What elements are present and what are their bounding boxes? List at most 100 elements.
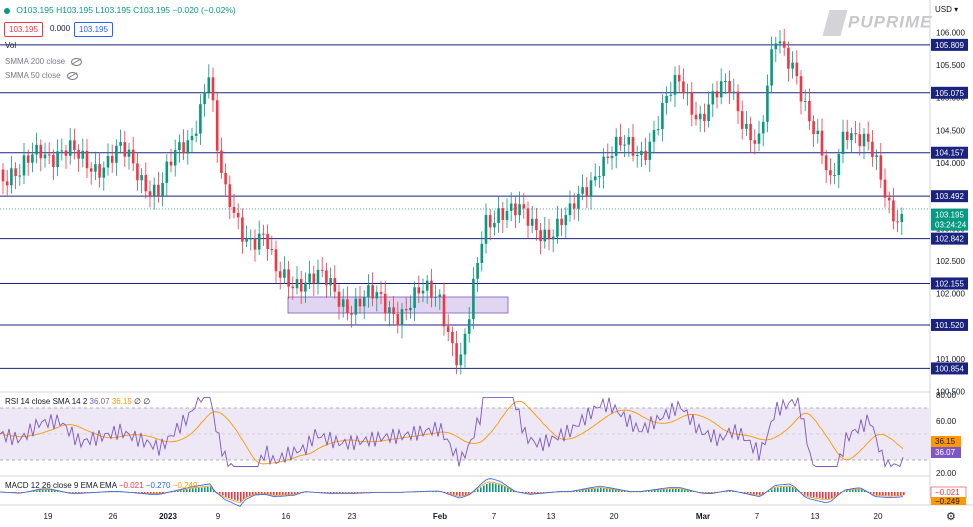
macd-histogram-bar — [768, 491, 770, 492]
candle-body — [60, 150, 64, 152]
candle-body — [858, 134, 862, 147]
macd-histogram-bar — [42, 489, 44, 492]
macd-histogram-bar — [156, 492, 158, 494]
candle-body — [866, 133, 870, 142]
macd-histogram-bar — [855, 489, 857, 492]
macd-histogram-bar — [138, 492, 140, 493]
macd-histogram-bar — [456, 492, 458, 496]
candle-body — [850, 133, 853, 140]
macd-histogram-bar — [195, 488, 197, 492]
candle-body — [862, 133, 866, 147]
rsi-legend[interactable]: RSI 14 close SMA 14 2 36.07 36.15 ∅ ∅ — [5, 397, 150, 406]
candle-body — [736, 91, 740, 112]
macd-histogram-value: −0.021 — [118, 481, 144, 490]
candle-body — [883, 179, 887, 198]
macd-histogram-bar — [162, 492, 164, 494]
macd-histogram-bar — [591, 489, 593, 492]
candle-body — [245, 238, 248, 242]
macd-histogram-bar — [531, 492, 533, 494]
candle-body — [308, 273, 311, 283]
candle-body — [871, 141, 874, 158]
candle-body — [207, 77, 211, 93]
candle-body — [795, 62, 799, 77]
macd-histogram-bar — [276, 492, 278, 496]
candle-body — [152, 184, 156, 197]
macd-histogram-bar — [84, 492, 86, 493]
candle-body — [770, 49, 773, 86]
time-tick-label: 20 — [610, 512, 619, 521]
macd-histogram-bar — [540, 492, 542, 493]
smma200-indicator-label[interactable]: SMMA 200 close — [5, 57, 83, 66]
macd-histogram-bar — [354, 492, 356, 493]
candle-body — [446, 326, 450, 332]
currency-selector[interactable]: USD ▾ — [935, 5, 959, 14]
macd-histogram-bar — [78, 492, 80, 493]
macd-histogram-bar — [15, 492, 17, 493]
candle-body — [350, 313, 353, 315]
settings-gear-icon[interactable]: ⚙ — [946, 511, 956, 523]
candle-body — [341, 299, 345, 307]
hidden-eye-icon[interactable] — [71, 57, 83, 66]
buy-button[interactable]: 103.195 — [74, 22, 113, 37]
macd-histogram-bar — [783, 487, 785, 492]
macd-histogram-bar — [666, 489, 668, 492]
candle-body — [337, 291, 341, 307]
candle-body — [539, 230, 542, 242]
level-price-label: 103.492 — [935, 192, 964, 201]
macd-histogram-bar — [675, 489, 677, 492]
macd-histogram-bar — [672, 489, 674, 492]
volume-indicator-label[interactable]: Vol — [5, 41, 17, 50]
candle-body — [497, 208, 500, 223]
macd-histogram-bar — [597, 488, 599, 492]
candle-body — [661, 102, 664, 130]
candle-body — [669, 94, 673, 96]
candle-body — [598, 176, 601, 178]
level-price-tag — [931, 86, 968, 99]
candle-body — [652, 130, 656, 142]
macd-histogram-bar — [828, 492, 830, 499]
time-tick-label: Feb — [433, 512, 447, 521]
hidden-eye-icon[interactable] — [66, 71, 78, 80]
macd-histogram-bar — [267, 492, 269, 494]
candle-body — [845, 131, 849, 140]
candle-body — [467, 319, 471, 334]
macd-histogram-bar — [237, 492, 239, 501]
candle-body — [484, 214, 488, 244]
macd-histogram-bar — [504, 486, 506, 492]
macd-histogram-bar — [750, 492, 752, 494]
time-tick-label: 16 — [282, 512, 291, 521]
macd-histogram-bar — [843, 491, 845, 493]
candle-body — [220, 150, 223, 173]
candle-body — [568, 203, 572, 215]
candle-body — [480, 243, 484, 263]
bar-countdown-label: 03:24:24 — [935, 221, 967, 230]
macd-signal-tag-label: −0.249 — [935, 497, 960, 506]
macd-histogram-bar — [360, 492, 362, 493]
candle-body — [1, 169, 5, 182]
price-tick-label: 102.000 — [936, 290, 965, 299]
candle-body — [673, 74, 677, 95]
candle-body — [640, 150, 643, 156]
candle-body — [236, 212, 240, 218]
macd-histogram-bar — [348, 492, 350, 493]
price-tick-label: 102.500 — [936, 257, 965, 266]
candle-body — [774, 43, 778, 50]
smma50-indicator-label[interactable]: SMMA 50 close — [5, 71, 78, 80]
candle-body — [73, 140, 76, 150]
candle-body — [463, 333, 467, 355]
macd-histogram-bar — [834, 492, 836, 497]
macd-histogram-bar — [612, 489, 614, 492]
candle-body — [169, 161, 173, 166]
candle-body — [556, 218, 559, 237]
macd-histogram-bar — [213, 489, 215, 492]
sell-button[interactable]: 103.195 — [4, 22, 43, 37]
macd-legend[interactable]: MACD 12 26 close 9 EMA EMA −0.021 −0.270… — [5, 481, 197, 490]
candle-body — [707, 104, 710, 121]
macd-histogram-bar — [333, 492, 335, 493]
macd-histogram-bar — [39, 490, 41, 492]
level-price-tag — [931, 146, 968, 159]
candle-body — [820, 130, 824, 156]
close-value: C103.195 — [133, 5, 171, 15]
candle-body — [413, 287, 416, 308]
